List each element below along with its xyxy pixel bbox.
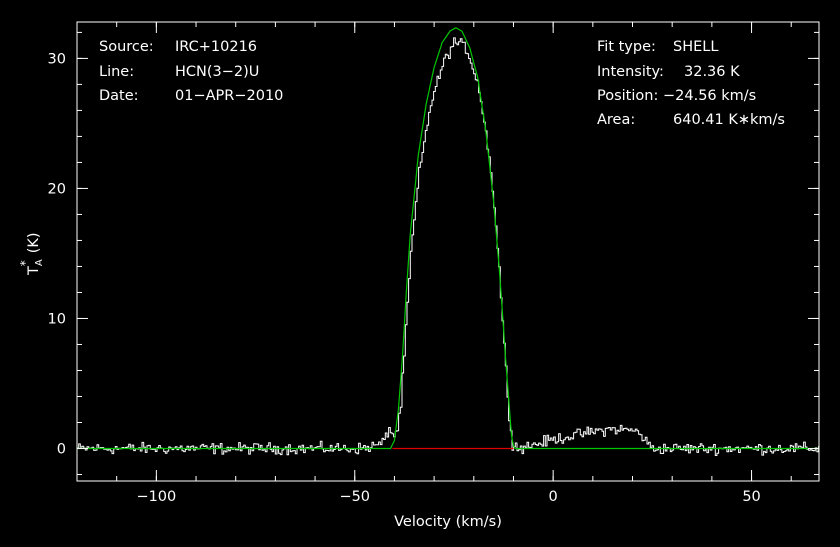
y-axis-label-symbol: TA*(K) <box>18 232 45 276</box>
x-axis-label: Velocity (km/s) <box>394 514 502 530</box>
x-tick-label: −50 <box>339 489 370 505</box>
y-tick-label: 20 <box>48 181 66 197</box>
shell-fit-line <box>77 27 819 450</box>
x-tick-label: 0 <box>549 489 558 505</box>
line-value: HCN(3−2)U <box>175 64 259 80</box>
y-tick-label: 10 <box>48 311 66 327</box>
y-tick-label: 0 <box>57 441 66 457</box>
plot-area <box>77 27 820 456</box>
x-tick-label: −100 <box>136 489 176 505</box>
line-label: Line: <box>99 64 134 80</box>
y-tick-label: 30 <box>48 51 66 67</box>
date-label: Date: <box>99 88 139 104</box>
intensity-label: Intensity: <box>597 64 664 80</box>
position-label: Position: <box>597 88 658 104</box>
info-panel-right: Fit type: SHELL Intensity: 32.36 K Posit… <box>597 39 785 128</box>
area-value: 640.41 K∗km/s <box>673 112 785 128</box>
spectrum-line <box>77 37 820 456</box>
fit-type-value: SHELL <box>673 39 718 55</box>
area-label: Area: <box>597 112 635 128</box>
position-value: −24.56 km/s <box>663 88 756 104</box>
axis-tick-labels: −100 −50 0 50 0 10 20 30 <box>48 51 761 505</box>
intensity-value: 32.36 K <box>684 64 740 80</box>
y-axis-label: TA*(K) <box>18 232 45 276</box>
source-value: IRC+10216 <box>175 39 257 55</box>
source-label: Source: <box>99 39 154 55</box>
x-tick-label: 50 <box>742 489 760 505</box>
plot-frame <box>76 21 820 482</box>
date-value: 01−APR−2010 <box>175 88 283 104</box>
info-panel-left: Source: IRC+10216 Line: HCN(3−2)U Date: … <box>99 39 283 104</box>
fit-type-label: Fit type: <box>597 39 656 55</box>
axis-ticks <box>76 22 819 481</box>
